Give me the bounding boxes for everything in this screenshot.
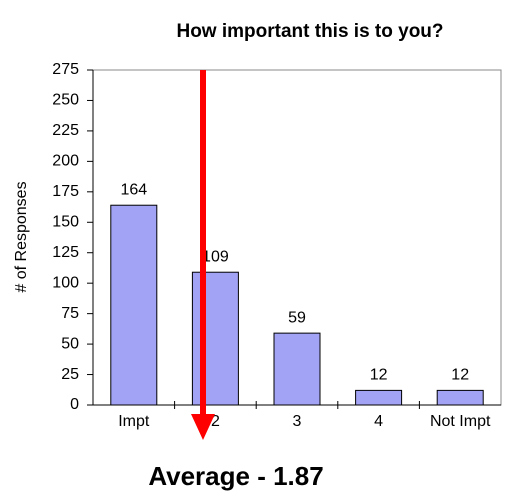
value-label: 12 — [451, 367, 469, 384]
y-tick-label: 275 — [52, 61, 79, 78]
y-tick-label: 25 — [61, 366, 79, 383]
value-label: 59 — [288, 309, 306, 326]
x-tick-label: Impt — [118, 413, 150, 430]
average-arrowhead — [191, 414, 215, 440]
value-label: 12 — [370, 367, 388, 384]
y-tick-label: 0 — [70, 396, 79, 413]
y-tick-label: 125 — [52, 244, 79, 261]
value-label: 109 — [202, 248, 229, 265]
y-tick-label: 250 — [52, 92, 79, 109]
y-tick-label: 50 — [61, 335, 79, 352]
y-tick-label: 225 — [52, 122, 79, 139]
x-tick-label: Not Impt — [430, 413, 491, 430]
annotation: Average - 1.87 — [148, 461, 323, 491]
y-tick-label: 175 — [52, 183, 79, 200]
bar — [273, 332, 321, 406]
y-tick-label: 75 — [61, 305, 79, 322]
x-tick-label: 2 — [211, 413, 220, 430]
y-axis-label: # of Responses — [13, 181, 30, 292]
bar — [110, 204, 158, 406]
y-tick-label: 200 — [52, 153, 79, 170]
x-tick-label: 3 — [293, 413, 302, 430]
bar — [191, 271, 239, 406]
bar — [436, 389, 484, 406]
value-label: 164 — [120, 181, 147, 198]
y-tick-label: 150 — [52, 213, 79, 230]
y-tick-label: 100 — [52, 274, 79, 291]
chart-title: How important this is to you? — [176, 21, 443, 42]
x-tick-label: 4 — [374, 413, 383, 430]
bar — [355, 389, 403, 406]
